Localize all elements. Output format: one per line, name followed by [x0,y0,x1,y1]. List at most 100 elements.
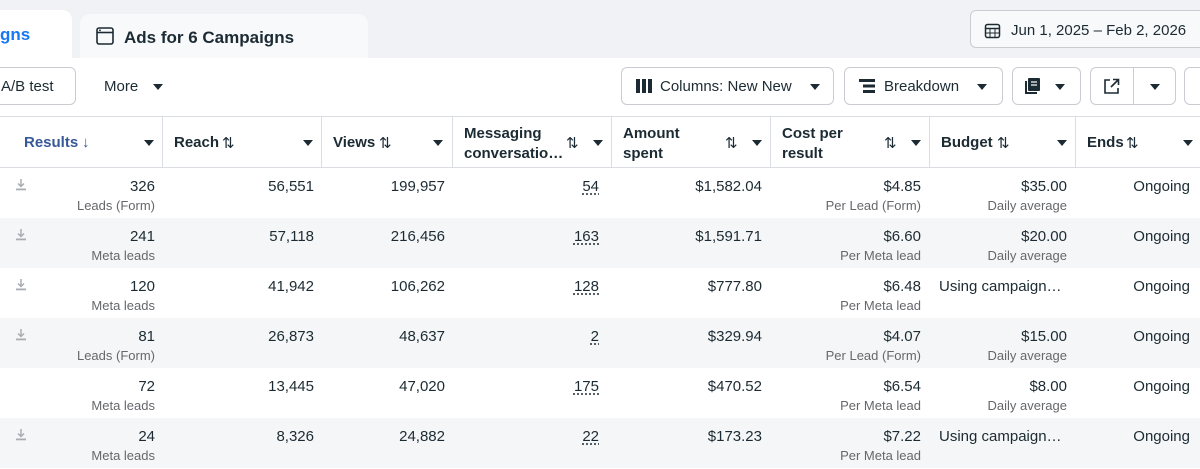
cell-cost-per-result-sub: Per Lead (Form) [825,198,921,213]
chevron-down-icon[interactable] [1057,140,1067,146]
cell-amount-spent: $470.52 [707,378,762,395]
column-header-amount-spent[interactable]: Amount spent ⇅ [612,117,771,167]
breakdown-button[interactable]: Breakdown [844,67,1003,105]
cell-messaging[interactable]: 54 [582,178,599,195]
cell-views: 216,456 [390,228,445,245]
export-icon[interactable] [1103,78,1120,99]
cell-amount-spent: $1,591.71 [695,228,762,245]
cell-views: 48,637 [399,328,445,345]
sort-arrows-icon[interactable]: ⇅ [997,135,1010,152]
toolbar: A/B test More Columns: New New Breakdown [0,58,1200,116]
table-row[interactable]: 24 Meta leads 8,326 24,882 22 $173.23 $7.22 Per… [0,418,1200,468]
cell-cost-per-result: $4.85 [883,178,921,195]
cell-results-sub: Leads (Form) [76,198,155,213]
date-range-picker[interactable]: Jun 1, 2025 – Feb 2, 2026 [970,10,1200,48]
export-divider [1133,68,1134,104]
cell-ends: Ongoing [1133,428,1190,445]
column-label-budget: Budget [941,134,993,151]
sort-down-icon[interactable]: ↓ [82,134,90,151]
cell-amount-spent: $777.80 [707,278,762,295]
download-icon[interactable] [15,228,27,246]
reports-icon [1025,78,1043,98]
column-label-amount-spent: Amount spent [623,124,680,164]
cell-budget: Using campaign… [939,278,1062,295]
column-label-ends: Ends [1087,134,1124,151]
chevron-down-icon[interactable] [911,140,921,146]
column-label-messaging-line1: Messaging [464,125,542,142]
column-header-ends[interactable]: Ends ⇅ [1076,117,1200,167]
download-icon[interactable] [15,178,27,196]
cell-views: 47,020 [399,378,445,395]
tab-ads[interactable]: Ads for 6 Campaigns [80,14,368,58]
overflow-button[interactable] [1184,67,1200,105]
column-header-views[interactable]: Views ⇅ [322,117,453,167]
column-label-views: Views [333,134,376,151]
column-header-budget[interactable]: Budget ⇅ [930,117,1076,167]
cell-messaging[interactable]: 22 [582,428,599,445]
chevron-down-icon[interactable] [433,140,443,146]
cell-messaging[interactable]: 128 [573,278,599,295]
column-header-reach[interactable]: Reach ⇅ [163,117,322,167]
cell-results: 24 [138,428,155,445]
download-icon[interactable] [15,278,27,296]
cell-messaging[interactable]: 2 [590,328,599,345]
columns-button[interactable]: Columns: New New [621,67,834,105]
column-header-cost-per-result[interactable]: Cost per result ⇅ [771,117,930,167]
sort-arrows-icon[interactable]: ⇅ [379,135,392,152]
table-row[interactable]: 120 Meta leads 41,942 106,262 128 $777.80 $6.4… [0,268,1200,318]
cell-cost-per-result-sub: Per Meta lead [840,298,921,313]
chevron-down-icon[interactable] [303,140,313,146]
export-button-group [1090,67,1176,105]
cell-budget-sub: Daily average [987,248,1068,263]
chevron-down-icon[interactable] [1150,84,1160,90]
cell-results-sub: Leads (Form) [76,348,155,363]
cell-ends: Ongoing [1133,328,1190,345]
table-row[interactable]: 81 Leads (Form) 26,873 48,637 2 $329.94 $4.07 P… [0,318,1200,368]
cell-reach: 41,942 [268,278,314,295]
cell-views: 106,262 [390,278,445,295]
sort-arrows-icon[interactable]: ⇅ [222,135,235,152]
reports-button[interactable] [1012,67,1081,105]
column-label-results: Results [24,134,79,151]
chevron-down-icon[interactable] [144,140,154,146]
cell-results: 326 [129,178,155,195]
cell-results: 241 [129,228,155,245]
top-tab-bar: gns Ads for 6 Campaigns Jun 1, 2025 – Fe… [0,0,1200,58]
sort-arrows-icon[interactable]: ⇅ [725,135,738,152]
cell-amount-spent: $329.94 [707,328,762,345]
cell-budget-sub: Daily average [987,198,1068,213]
cell-budget-sub: Daily average [987,398,1068,413]
sort-arrows-icon[interactable]: ⇅ [1126,135,1139,152]
download-icon[interactable] [15,428,27,446]
download-icon[interactable] [15,328,27,346]
table-row[interactable]: 326 Leads (Form) 56,551 199,957 54 $1,582.04 $… [0,168,1200,218]
ab-test-button[interactable]: A/B test [0,67,76,105]
cell-budget: $35.00 [1021,178,1067,195]
chevron-down-icon[interactable] [1183,140,1193,146]
cell-budget: Using campaign… [939,428,1062,445]
date-range-label: Jun 1, 2025 – Feb 2, 2026 [1011,22,1187,39]
table-row[interactable]: 241 Meta leads 57,118 216,456 163 $1,591.71 $6… [0,218,1200,268]
cell-ends: Ongoing [1133,278,1190,295]
chevron-down-icon [153,84,163,90]
cell-results: 72 [138,378,155,395]
table-row[interactable]: 72 Meta leads 13,445 47,020 175 $470.52 $6.54 P… [0,368,1200,418]
column-header-results[interactable]: Results ↓ [0,117,163,167]
chevron-down-icon[interactable] [752,140,762,146]
cell-cost-per-result-sub: Per Meta lead [840,398,921,413]
sort-arrows-icon[interactable]: ⇅ [566,135,579,152]
column-label-amount-line1: Amount [623,125,680,142]
column-header-messaging[interactable]: Messaging conversatio… ⇅ [453,117,612,167]
cell-budget: $15.00 [1021,328,1067,345]
tab-campaigns[interactable]: gns [0,10,72,58]
cell-ends: Ongoing [1133,228,1190,245]
cell-messaging[interactable]: 175 [573,378,599,395]
cell-cost-per-result: $7.22 [883,428,921,445]
sort-arrows-icon[interactable]: ⇅ [884,135,897,152]
cell-budget-sub: Daily average [987,348,1068,363]
cell-budget: $8.00 [1029,378,1067,395]
cell-messaging[interactable]: 163 [573,228,599,245]
breakdown-icon [859,79,875,97]
chevron-down-icon[interactable] [593,140,603,146]
cell-cost-per-result: $4.07 [883,328,921,345]
